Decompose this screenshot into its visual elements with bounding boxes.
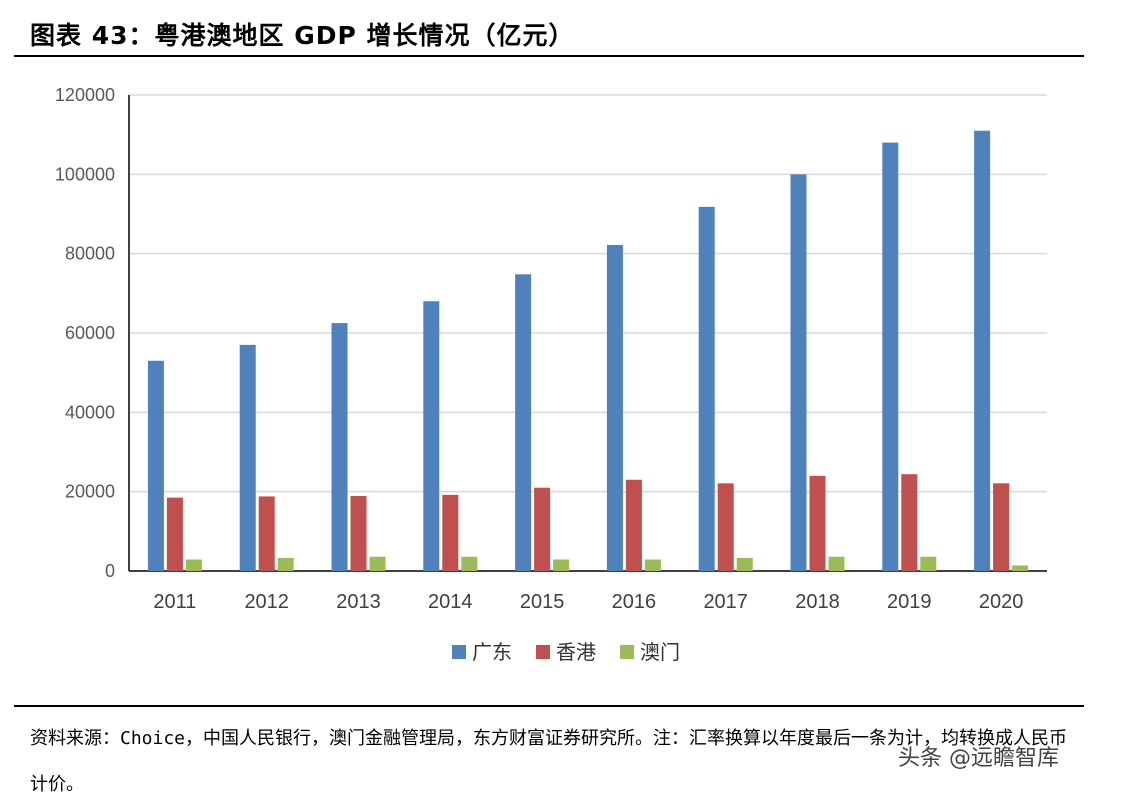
source-divider bbox=[14, 705, 1084, 707]
y-tick-label: 100000 bbox=[55, 164, 115, 184]
bar-澳门-2015 bbox=[553, 559, 570, 571]
bar-香港-2019 bbox=[901, 474, 918, 571]
bar-澳门-2020 bbox=[1012, 565, 1029, 571]
x-tick-label: 2011 bbox=[153, 591, 196, 613]
bar-广东-2011 bbox=[147, 360, 164, 571]
y-tick-label: 0 bbox=[105, 561, 115, 581]
bar-chart: 0 20000 40000 60000 80000 100000 120000 2011 201… bbox=[55, 85, 1047, 664]
bar-广东-2015 bbox=[515, 274, 532, 571]
y-tick-label: 60000 bbox=[65, 323, 115, 343]
y-tick-label: 40000 bbox=[65, 402, 115, 422]
bar-广东-2019 bbox=[882, 142, 899, 571]
x-tick-label: 2020 bbox=[979, 591, 1024, 613]
bar-广东-2020 bbox=[974, 130, 991, 571]
bar-澳门-2019 bbox=[920, 556, 937, 571]
bar-澳门-2011 bbox=[185, 559, 202, 571]
bar-香港-2015 bbox=[534, 487, 551, 571]
x-tick-label: 2012 bbox=[244, 591, 289, 613]
x-tick-label: 2013 bbox=[336, 591, 381, 613]
source-note: 资料来源：Choice，中国人民银行，澳门金融管理局，东方财富证券研究所。注：汇… bbox=[30, 728, 1068, 795]
bar-广东-2014 bbox=[423, 301, 440, 571]
title-divider bbox=[14, 55, 1084, 57]
bar-香港-2020 bbox=[993, 483, 1010, 571]
x-tick-label: 2014 bbox=[428, 591, 473, 613]
y-tick-label: 120000 bbox=[55, 85, 115, 105]
bar-澳门-2017 bbox=[736, 557, 753, 571]
watermark: 头条 @远瞻智库 bbox=[898, 746, 1059, 771]
x-tick-label: 2016 bbox=[612, 591, 657, 613]
x-tick-label: 2018 bbox=[795, 591, 840, 613]
legend-swatch-澳门 bbox=[620, 645, 634, 659]
bar-澳门-2013 bbox=[369, 556, 386, 571]
bar-香港-2017 bbox=[717, 483, 734, 571]
bar-广东-2018 bbox=[790, 174, 807, 571]
bar-澳门-2014 bbox=[461, 556, 478, 571]
x-tick-label: 2017 bbox=[703, 591, 748, 613]
y-tick-label: 20000 bbox=[65, 482, 115, 502]
y-tick-label: 80000 bbox=[65, 244, 115, 264]
page-title: 图表 43：粤港澳地区 GDP 增长情况（亿元） bbox=[30, 21, 575, 50]
bar-澳门-2018 bbox=[828, 556, 845, 571]
bar-香港-2012 bbox=[258, 496, 275, 571]
x-tick-label: 2019 bbox=[887, 591, 932, 613]
bar-广东-2016 bbox=[606, 244, 623, 571]
bar-香港-2016 bbox=[625, 479, 642, 571]
bar-香港-2014 bbox=[442, 494, 459, 571]
legend-label: 香港 bbox=[556, 640, 596, 664]
legend-label: 广东 bbox=[472, 640, 512, 664]
bar-澳门-2012 bbox=[277, 557, 294, 571]
bar-广东-2017 bbox=[698, 206, 715, 572]
bar-广东-2013 bbox=[331, 323, 348, 571]
x-tick-label: 2015 bbox=[520, 591, 565, 613]
bar-香港-2018 bbox=[809, 475, 826, 571]
bar-香港-2011 bbox=[166, 497, 183, 571]
bar-澳门-2016 bbox=[644, 559, 661, 571]
legend-swatch-广东 bbox=[452, 645, 466, 659]
bar-香港-2013 bbox=[350, 496, 367, 571]
legend-swatch-香港 bbox=[536, 645, 550, 659]
legend-label: 澳门 bbox=[640, 640, 680, 664]
bar-广东-2012 bbox=[239, 344, 256, 571]
